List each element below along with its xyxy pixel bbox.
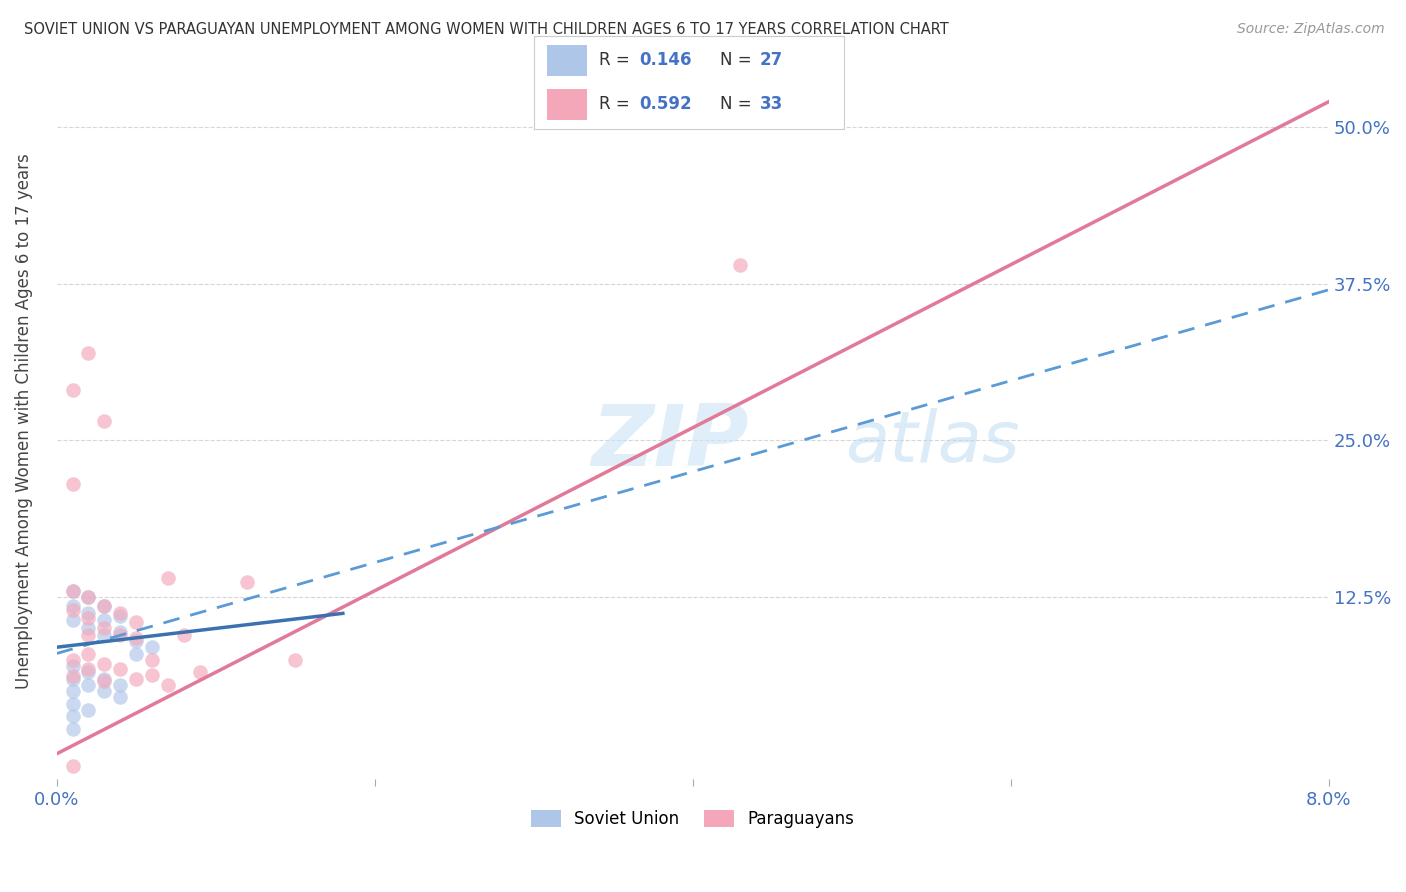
Point — [110, 678, 132, 692]
Text: N =: N = — [720, 95, 756, 113]
Text: N =: N = — [720, 51, 756, 69]
Point — [62, 383, 84, 397]
Point — [125, 647, 148, 661]
Point — [77, 345, 100, 359]
Point — [77, 661, 100, 675]
Text: R =: R = — [599, 95, 636, 113]
Point — [93, 674, 115, 689]
Point — [173, 628, 195, 642]
Point — [188, 665, 211, 680]
Text: 0.592: 0.592 — [640, 95, 692, 113]
Point — [62, 759, 84, 773]
Point — [93, 628, 115, 642]
Point — [110, 661, 132, 675]
Point — [62, 684, 84, 698]
Point — [62, 659, 84, 673]
Point — [125, 615, 148, 629]
Point — [62, 477, 84, 491]
Point — [62, 613, 84, 627]
Point — [77, 665, 100, 680]
FancyBboxPatch shape — [547, 89, 586, 120]
Point — [77, 590, 100, 604]
Text: atlas: atlas — [845, 409, 1019, 477]
Text: 27: 27 — [761, 51, 783, 69]
Point — [93, 599, 115, 613]
Point — [62, 709, 84, 723]
Point — [156, 571, 179, 585]
Point — [93, 599, 115, 613]
Y-axis label: Unemployment Among Women with Children Ages 6 to 17 years: Unemployment Among Women with Children A… — [15, 153, 32, 690]
Point — [62, 653, 84, 667]
Point — [93, 684, 115, 698]
Point — [77, 611, 100, 625]
Point — [110, 628, 132, 642]
Text: 0.146: 0.146 — [640, 51, 692, 69]
Point — [284, 653, 307, 667]
Point — [156, 678, 179, 692]
Point — [62, 602, 84, 616]
Text: Source: ZipAtlas.com: Source: ZipAtlas.com — [1237, 22, 1385, 37]
Text: SOVIET UNION VS PARAGUAYAN UNEMPLOYMENT AMONG WOMEN WITH CHILDREN AGES 6 TO 17 Y: SOVIET UNION VS PARAGUAYAN UNEMPLOYMENT … — [24, 22, 949, 37]
Text: ZIP: ZIP — [591, 401, 748, 484]
Point — [93, 657, 115, 671]
Point — [93, 622, 115, 636]
Point — [110, 625, 132, 640]
Point — [236, 574, 259, 589]
Point — [77, 678, 100, 692]
Point — [141, 653, 163, 667]
Text: R =: R = — [599, 51, 636, 69]
Point — [93, 613, 115, 627]
Point — [77, 590, 100, 604]
Point — [93, 415, 115, 429]
Point — [62, 599, 84, 613]
Point — [125, 632, 148, 646]
Point — [141, 668, 163, 682]
Point — [62, 722, 84, 736]
Legend: Soviet Union, Paraguayans: Soviet Union, Paraguayans — [524, 804, 862, 835]
Point — [77, 647, 100, 661]
Point — [125, 634, 148, 648]
Point — [62, 672, 84, 686]
Point — [62, 669, 84, 683]
Point — [62, 697, 84, 711]
Point — [77, 628, 100, 642]
Point — [141, 640, 163, 655]
Point — [125, 672, 148, 686]
Point — [110, 690, 132, 705]
Point — [62, 583, 84, 598]
Point — [77, 607, 100, 621]
Point — [77, 703, 100, 717]
Point — [730, 258, 752, 272]
Text: 33: 33 — [761, 95, 783, 113]
Point — [110, 608, 132, 623]
Point — [77, 622, 100, 636]
Point — [110, 607, 132, 621]
Point — [62, 583, 84, 598]
Point — [93, 672, 115, 686]
FancyBboxPatch shape — [547, 45, 586, 76]
